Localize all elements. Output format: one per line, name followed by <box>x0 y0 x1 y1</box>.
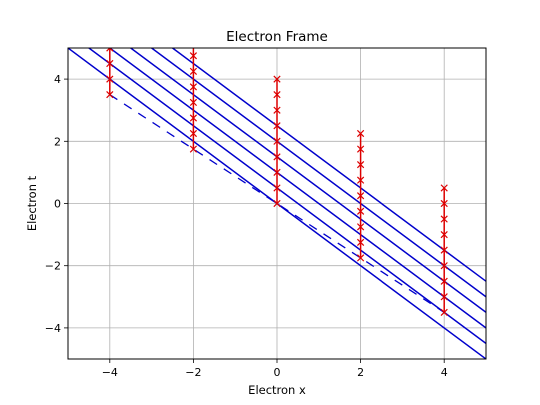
x-marker-stroke <box>273 75 281 83</box>
x-marker-stroke <box>189 67 198 75</box>
x-marker <box>356 238 365 246</box>
x-marker <box>440 230 448 239</box>
x-tick-label: 0 <box>274 366 281 379</box>
x-marker <box>356 129 365 138</box>
x-marker-stroke <box>273 106 281 114</box>
x-marker-stroke <box>356 145 365 153</box>
x-marker-stroke <box>189 83 198 91</box>
y-tick-label: 2 <box>54 135 61 148</box>
x-marker <box>106 48 114 52</box>
y-tick-label: −4 <box>45 322 61 335</box>
x-marker-stroke <box>189 98 198 107</box>
x-marker-stroke <box>356 129 365 138</box>
x-marker-stroke <box>106 59 114 68</box>
x-marker-stroke <box>356 223 365 231</box>
x-marker <box>273 184 281 192</box>
x-marker-stroke <box>106 91 114 99</box>
x-marker <box>356 161 365 169</box>
x-tick-label: −2 <box>185 366 201 379</box>
y-tick-label: −2 <box>45 260 61 273</box>
x-marker-stroke <box>189 145 198 153</box>
x-marker <box>440 277 448 285</box>
x-marker <box>273 122 281 130</box>
x-marker <box>273 168 281 177</box>
x-marker <box>273 106 281 114</box>
plot-area <box>68 48 486 359</box>
x-marker <box>356 254 365 262</box>
x-marker <box>106 75 114 83</box>
x-marker-stroke <box>356 238 365 246</box>
x-marker <box>356 223 365 231</box>
x-marker <box>440 215 448 223</box>
x-marker <box>440 262 448 270</box>
x-marker-stroke <box>108 48 114 52</box>
x-marker-stroke <box>106 48 111 52</box>
x-marker <box>106 91 114 99</box>
x-marker-stroke <box>106 75 114 83</box>
y-axis-label: Electron t <box>25 175 39 231</box>
x-marker <box>273 199 281 208</box>
x-marker <box>440 246 448 254</box>
x-marker <box>273 153 281 161</box>
x-marker <box>440 184 448 192</box>
x-marker <box>273 137 281 145</box>
y-tick-label: 0 <box>54 198 61 211</box>
x-marker <box>189 67 198 75</box>
x-marker <box>356 176 365 184</box>
x-marker-stroke <box>356 176 365 184</box>
x-tick-label: 2 <box>357 366 364 379</box>
x-marker-stroke <box>273 199 281 208</box>
x-marker-stroke <box>440 262 448 270</box>
x-marker-stroke <box>273 137 281 145</box>
x-marker-stroke <box>440 230 448 239</box>
x-marker-stroke <box>356 254 365 262</box>
x-marker-stroke <box>440 308 448 316</box>
x-marker-stroke <box>189 129 198 138</box>
x-marker-stroke <box>356 192 365 200</box>
x-marker <box>356 145 365 153</box>
x-marker-stroke <box>440 293 448 301</box>
x-marker-stroke <box>273 168 281 177</box>
x-marker-stroke <box>440 277 448 285</box>
x-marker-stroke <box>356 207 365 215</box>
chart-title: Electron Frame <box>226 29 328 45</box>
x-marker <box>189 129 198 138</box>
x-marker <box>189 145 198 153</box>
x-marker-stroke <box>356 161 365 169</box>
x-marker-stroke <box>440 199 448 208</box>
axis-ticks: −4 −2 0 2 4 −4 −2 0 2 4 <box>45 73 448 379</box>
x-marker <box>440 293 448 301</box>
x-marker <box>273 75 281 83</box>
y-tick-label: 4 <box>54 73 61 86</box>
x-marker-stroke <box>440 246 448 254</box>
x-marker-stroke <box>273 153 281 161</box>
x-marker <box>189 98 198 107</box>
x-marker <box>189 83 198 91</box>
x-marker-stroke <box>440 184 448 192</box>
x-tick-label: 4 <box>441 366 448 379</box>
x-marker-stroke <box>189 52 198 60</box>
x-marker <box>440 199 448 208</box>
x-marker-stroke <box>273 184 281 192</box>
x-marker <box>440 308 448 316</box>
x-marker <box>106 59 114 68</box>
x-tick-label: −4 <box>102 366 118 379</box>
x-axis-label: Electron x <box>248 383 306 397</box>
x-marker <box>356 192 365 200</box>
x-marker <box>189 52 198 60</box>
x-marker-stroke <box>189 114 198 122</box>
x-marker-stroke <box>273 91 281 99</box>
x-marker <box>189 114 198 122</box>
x-marker-stroke <box>440 215 448 223</box>
x-marker <box>356 207 365 215</box>
x-marker-stroke <box>273 122 281 130</box>
x-marker <box>273 91 281 99</box>
